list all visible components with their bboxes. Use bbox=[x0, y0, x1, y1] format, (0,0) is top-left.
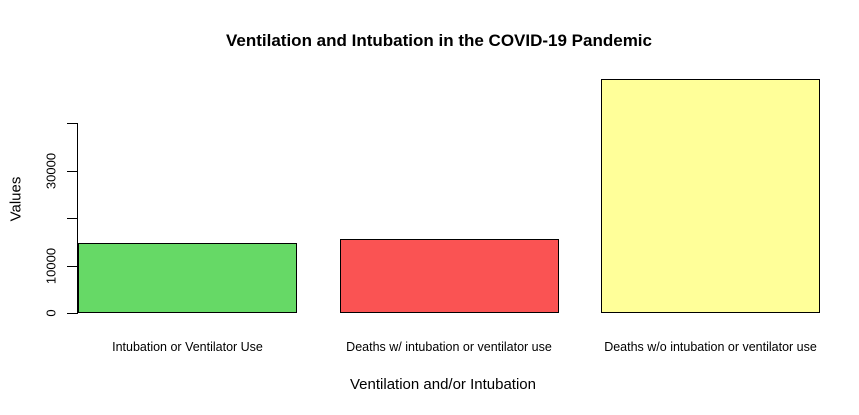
y-axis-tick bbox=[67, 313, 78, 314]
y-axis-tick bbox=[67, 170, 78, 172]
y-axis-tick bbox=[67, 265, 78, 267]
chart-title: Ventilation and Intubation in the COVID-… bbox=[226, 31, 652, 50]
y-tick-label: 0 bbox=[43, 309, 59, 317]
x-axis-label: Ventilation and/or Intubation bbox=[350, 376, 536, 393]
y-tick-label: 30000 bbox=[43, 152, 59, 189]
y-axis-tick bbox=[67, 123, 78, 124]
bar bbox=[339, 238, 559, 313]
y-axis-tick bbox=[67, 218, 78, 219]
bar-category-label: Intubation or Ventilator Use bbox=[112, 340, 263, 354]
y-axis-label: Values bbox=[7, 176, 25, 222]
bar bbox=[78, 242, 297, 313]
bar-category-label: Deaths w/ intubation or ventilator use bbox=[346, 340, 552, 354]
bar bbox=[601, 78, 820, 313]
y-tick-label: 10000 bbox=[43, 247, 59, 284]
bar-category-label: Deaths w/o intubation or ventilator use bbox=[604, 340, 817, 354]
